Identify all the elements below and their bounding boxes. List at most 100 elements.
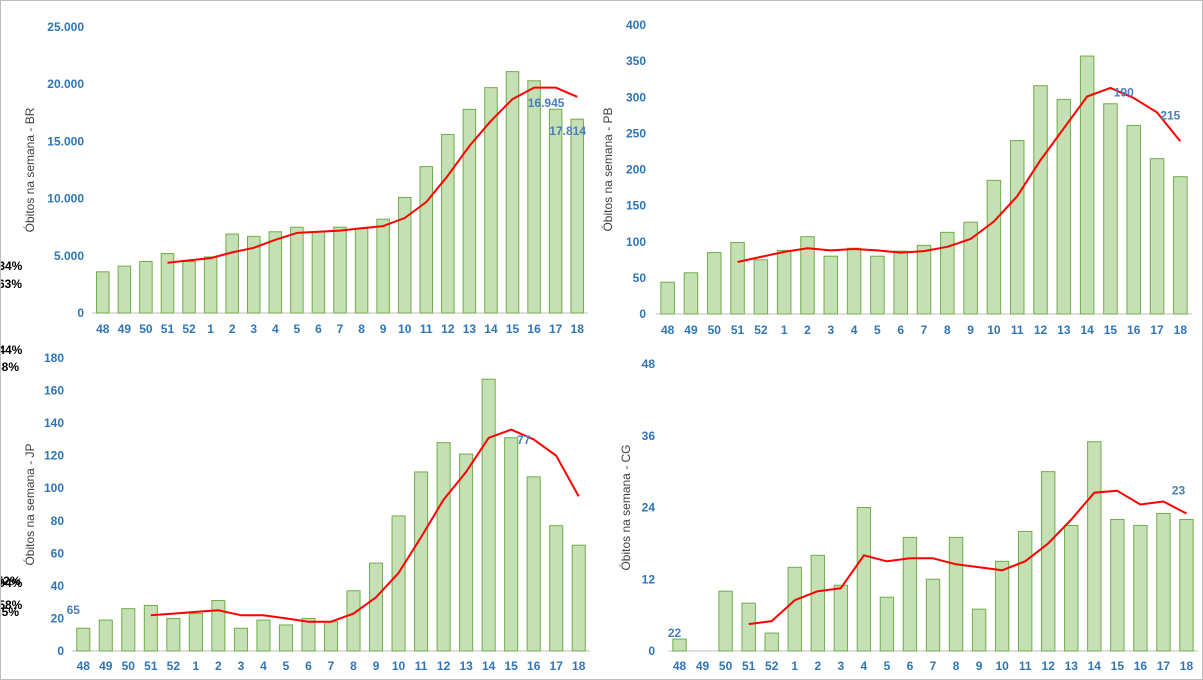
- x-tick-label: 15: [1111, 659, 1125, 673]
- y-axis-label: Óbitos na semana - PB: [600, 107, 615, 231]
- x-tick-label: 12: [1034, 323, 1048, 337]
- x-tick-label: 17: [1157, 659, 1171, 673]
- bar: [741, 602, 756, 652]
- bar: [683, 272, 699, 315]
- x-tick-label: 17: [549, 322, 563, 336]
- percent-change-label: -12,44%: [0, 343, 23, 357]
- x-tick-label: 6: [907, 659, 914, 673]
- bar: [707, 252, 722, 315]
- bar: [1079, 55, 1095, 315]
- bar: [1110, 518, 1125, 652]
- bar: [870, 255, 885, 315]
- x-tick-label: 8: [350, 659, 357, 673]
- chart-pb: 0 50 100 150 200 250 300 350 400 Óbitos na semana…: [0, 18, 1192, 337]
- x-tick-label: 16: [527, 322, 541, 336]
- y-axis-label: Óbitos na semana - BR: [22, 107, 37, 232]
- percent-change-label: -15,58%: [0, 598, 23, 612]
- y-tick-label: 0: [57, 644, 64, 658]
- x-tick-label: 3: [250, 322, 257, 336]
- bar: [160, 253, 175, 314]
- x-tick-label: 49: [99, 659, 113, 673]
- bar: [810, 554, 825, 652]
- y-tick-label: 250: [626, 126, 646, 140]
- y-tick-label: 24: [642, 501, 656, 515]
- y-tick-label: 12: [642, 572, 656, 586]
- bar: [333, 226, 347, 314]
- x-tick-label: 5: [884, 659, 891, 673]
- bar: [948, 536, 964, 652]
- x-tick-label: 50: [122, 659, 136, 673]
- bar: [376, 218, 390, 314]
- x-tick-label: 4: [272, 322, 279, 336]
- bar: [481, 378, 496, 652]
- x-tick-label: 18: [572, 659, 586, 673]
- bar: [994, 560, 1010, 652]
- bar: [1179, 518, 1194, 652]
- y-tick-label: 300: [626, 90, 646, 104]
- bar: [902, 536, 918, 652]
- y-tick-label: 0: [77, 306, 84, 320]
- x-tick-label: 10: [398, 322, 412, 336]
- bar: [571, 544, 586, 652]
- bar: [1064, 524, 1079, 652]
- bar: [462, 108, 477, 314]
- bar: [96, 271, 110, 314]
- x-tick-label: 12: [441, 322, 455, 336]
- x-tick-label: 2: [215, 659, 222, 673]
- y-tick-label: 400: [626, 18, 646, 32]
- x-tick-label: 9: [967, 323, 974, 337]
- bar: [143, 604, 158, 652]
- y-tick-label: 0: [648, 644, 655, 658]
- x-tick-label: 14: [482, 659, 496, 673]
- x-tick-label: 5: [874, 323, 881, 337]
- x-tick-label: 18: [1174, 323, 1188, 337]
- data-value-label: 23: [1172, 483, 1186, 497]
- x-tick-label: 51: [742, 659, 756, 673]
- bar: [98, 619, 113, 652]
- percent-change-label: -11,63%: [0, 277, 22, 291]
- x-tick-label: 18: [1180, 659, 1194, 673]
- bar: [397, 196, 412, 314]
- x-tick-label: 1: [791, 659, 798, 673]
- bar: [268, 231, 283, 314]
- bar: [504, 437, 519, 652]
- x-tick-label: 13: [459, 659, 473, 673]
- x-tick-label: 52: [765, 659, 779, 673]
- x-tick-label: 11: [420, 322, 433, 336]
- bar: [139, 261, 153, 314]
- percent-change-label: -16,34%: [0, 259, 23, 273]
- bar: [548, 108, 563, 314]
- x-tick-label: 10: [987, 323, 1001, 337]
- x-tick-label: 1: [781, 323, 788, 337]
- trend-line: [737, 86, 1182, 263]
- x-tick-label: 49: [684, 323, 698, 337]
- bar: [800, 236, 815, 315]
- bar: [1103, 103, 1118, 315]
- y-tick-label: 15.000: [47, 134, 84, 148]
- percent-change-label: -4,88%: [0, 360, 19, 374]
- bar: [527, 80, 541, 314]
- y-tick-label: 180: [44, 351, 64, 365]
- bar: [1126, 124, 1141, 315]
- bar: [1009, 140, 1025, 315]
- percent-change-label: +9,52%: [0, 574, 21, 588]
- bar: [414, 471, 429, 652]
- bar: [1149, 158, 1165, 315]
- chart-br: 0 5.000 10.000 15.000 20.000 25.000 Óbitos na …: [0, 0, 600, 374]
- y-axis-label: Óbitos na semana - JP: [22, 443, 37, 565]
- x-tick-label: 3: [238, 659, 245, 673]
- x-tick-label: 14: [1080, 323, 1094, 337]
- bar: [211, 600, 226, 652]
- bar: [753, 259, 769, 315]
- y-tick-label: 100: [626, 235, 646, 249]
- x-tick-label: 11: [1019, 659, 1032, 673]
- data-value-label: 16.945: [528, 96, 565, 110]
- bar: [1041, 471, 1056, 652]
- bar: [776, 249, 792, 315]
- x-tick-label: 52: [754, 323, 768, 337]
- bar: [346, 590, 361, 652]
- bar: [833, 584, 849, 652]
- y-tick-label: 80: [51, 514, 65, 528]
